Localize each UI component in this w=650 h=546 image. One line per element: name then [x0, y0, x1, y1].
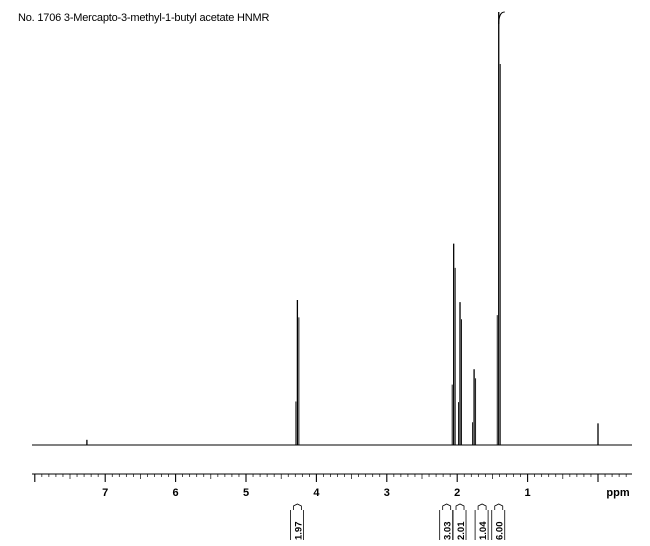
integral-label: 6.00 — [495, 522, 506, 541]
integral-2.01: 2.01 — [452, 503, 467, 540]
x-tick-label: 1 — [525, 487, 531, 499]
peak-1.41 — [496, 12, 501, 445]
integral-labels: 1.97 3.03 2.01 1.04 6.00 — [289, 503, 506, 541]
spectrum-layer — [32, 11, 632, 446]
x-tick-label: 2 — [454, 487, 460, 499]
integral-3.03: 3.03 — [439, 503, 454, 541]
integral-label: 2.01 — [456, 521, 467, 540]
integral-label: 1.97 — [293, 522, 304, 541]
integral-bracket — [494, 503, 504, 510]
x-tick-label: 7 — [102, 487, 108, 499]
chart-title: No. 1706 3-Mercapto-3-methyl-1-butyl ace… — [18, 12, 270, 24]
integral-label: 1.04 — [478, 521, 489, 540]
integral-bracket — [477, 503, 487, 510]
x-axis: 7 6 5 4 3 2 1 ppm — [32, 473, 632, 499]
x-tick-label: 5 — [243, 487, 249, 499]
integral-6.00: 6.00 — [491, 503, 506, 541]
integral-bracket — [442, 503, 452, 510]
integral-1.97: 1.97 — [289, 503, 304, 541]
integral-bracket — [455, 503, 465, 510]
x-tick-label: 3 — [384, 487, 390, 499]
peak-1.76 — [472, 369, 477, 445]
integral-label: 3.03 — [443, 522, 454, 541]
peak-1.96 — [458, 302, 462, 445]
integral-1.04: 1.04 — [474, 503, 489, 540]
peak-4.27 — [295, 299, 300, 445]
integral-bracket — [292, 503, 302, 510]
peak-top-curl — [498, 11, 505, 25]
x-axis-label: ppm — [606, 487, 629, 499]
x-tick-label: 6 — [173, 487, 179, 499]
peak-2.05 — [451, 243, 456, 445]
x-tick-label: 4 — [313, 487, 320, 499]
